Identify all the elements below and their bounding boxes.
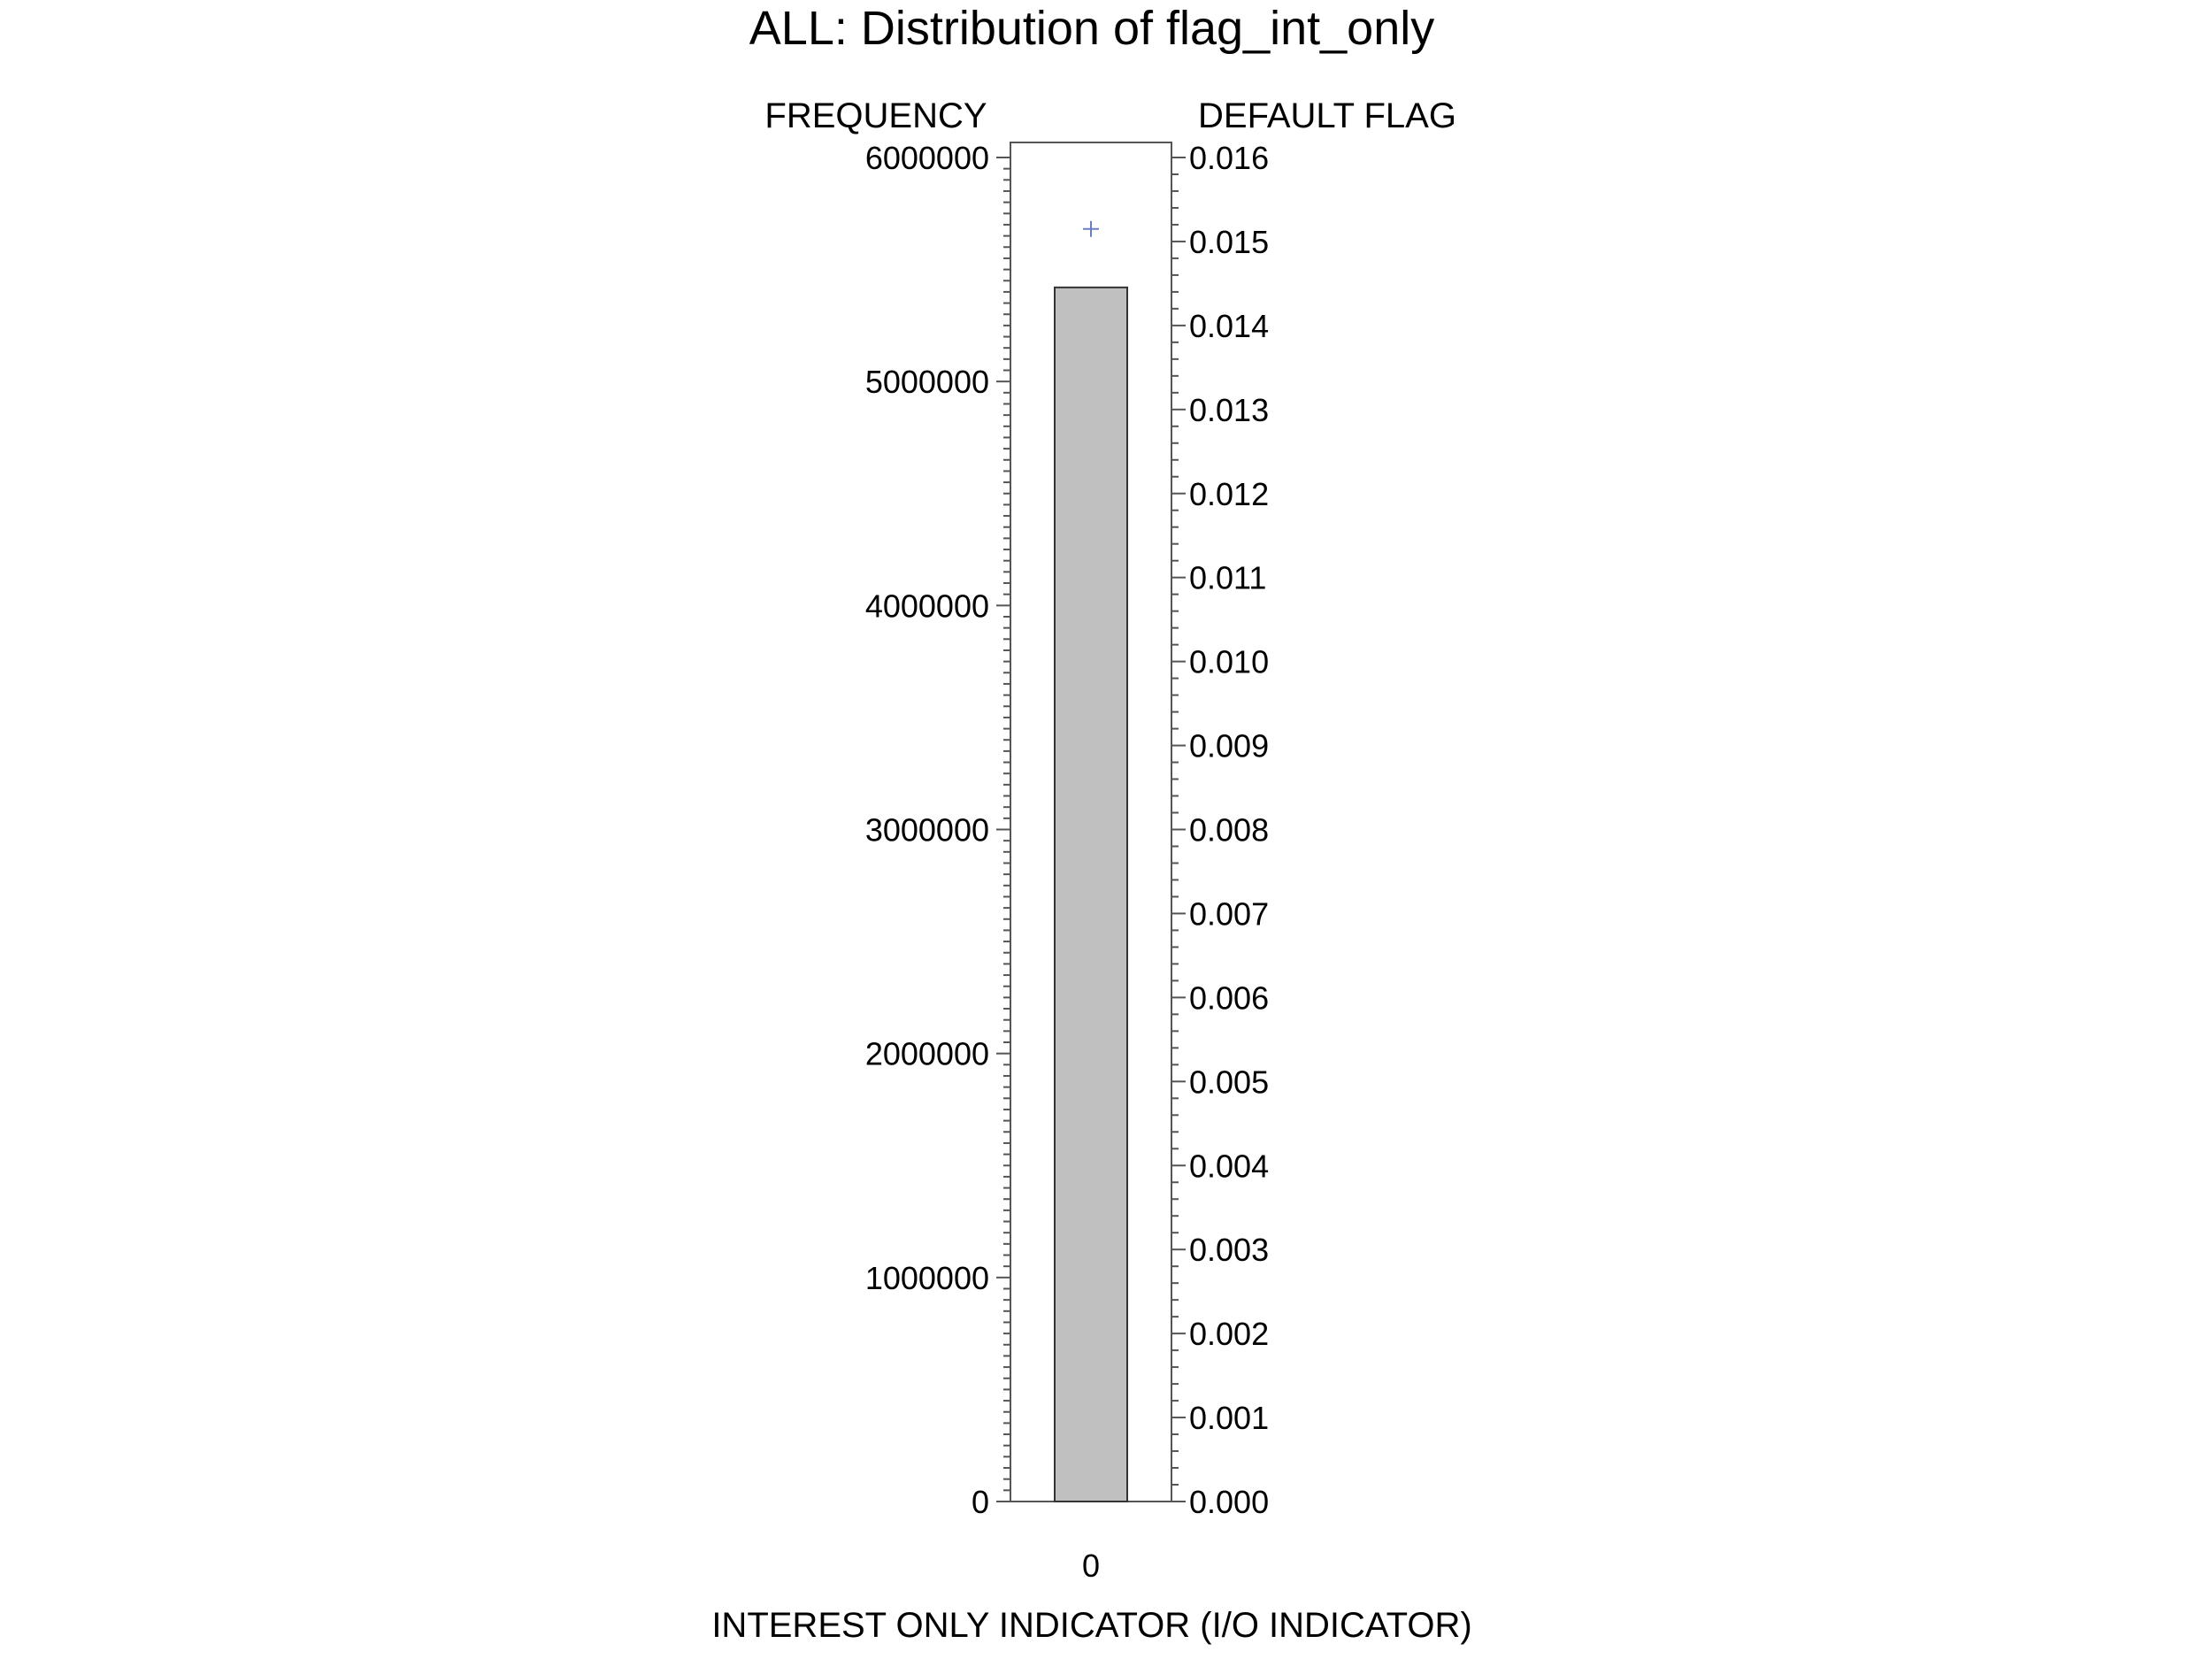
- y2-tick-label: 0.007: [1189, 895, 1269, 932]
- y2-tick-label: 0.001: [1189, 1400, 1269, 1436]
- y2-tick-label: 0.014: [1189, 308, 1269, 344]
- y2-tick-label: 0.011: [1189, 560, 1266, 596]
- y-tick-label: 6000000: [865, 140, 989, 176]
- chart-title: ALL: Distribution of flag_int_only: [749, 2, 1434, 55]
- y2-tick-label: 0.006: [1189, 979, 1269, 1016]
- y2-tick-label: 0.005: [1189, 1064, 1269, 1100]
- y-tick-label: 5000000: [865, 364, 989, 400]
- y2-tick-label: 0.000: [1189, 1484, 1269, 1520]
- y-tick-label: 1000000: [865, 1260, 989, 1296]
- y2-tick-label: 0.016: [1189, 140, 1269, 176]
- y2-tick-label: 0.008: [1189, 812, 1269, 849]
- y-tick-label: 2000000: [865, 1036, 989, 1072]
- y2-tick-label: 0.004: [1189, 1148, 1269, 1184]
- y2-axis-title: DEFAULT FLAG: [1198, 96, 1456, 135]
- default-flag-marker: [1083, 220, 1099, 237]
- y2-tick-label: 0.010: [1189, 644, 1269, 680]
- bar: [1054, 286, 1128, 1502]
- y2-tick-label: 0.013: [1189, 392, 1269, 428]
- y2-tick-label: 0.003: [1189, 1232, 1269, 1268]
- y-axis-title: FREQUENCY: [764, 96, 987, 135]
- x-axis-title: INTEREST ONLY INDICATOR (I/O INDICATOR): [711, 1606, 1471, 1645]
- y-tick-label: 0: [972, 1484, 989, 1520]
- y-tick-label: 3000000: [865, 812, 989, 849]
- y2-tick-label: 0.015: [1189, 224, 1269, 260]
- y2-tick-label: 0.012: [1189, 476, 1269, 512]
- y2-tick-label: 0.002: [1189, 1316, 1269, 1352]
- y2-tick-label: 0.009: [1189, 728, 1269, 764]
- y-tick-label: 4000000: [865, 588, 989, 624]
- plot-area: 0 1000000 2000000 3000000 4000000 5000000 6000…: [865, 140, 1269, 1584]
- x-tick-label: 0: [1082, 1548, 1100, 1584]
